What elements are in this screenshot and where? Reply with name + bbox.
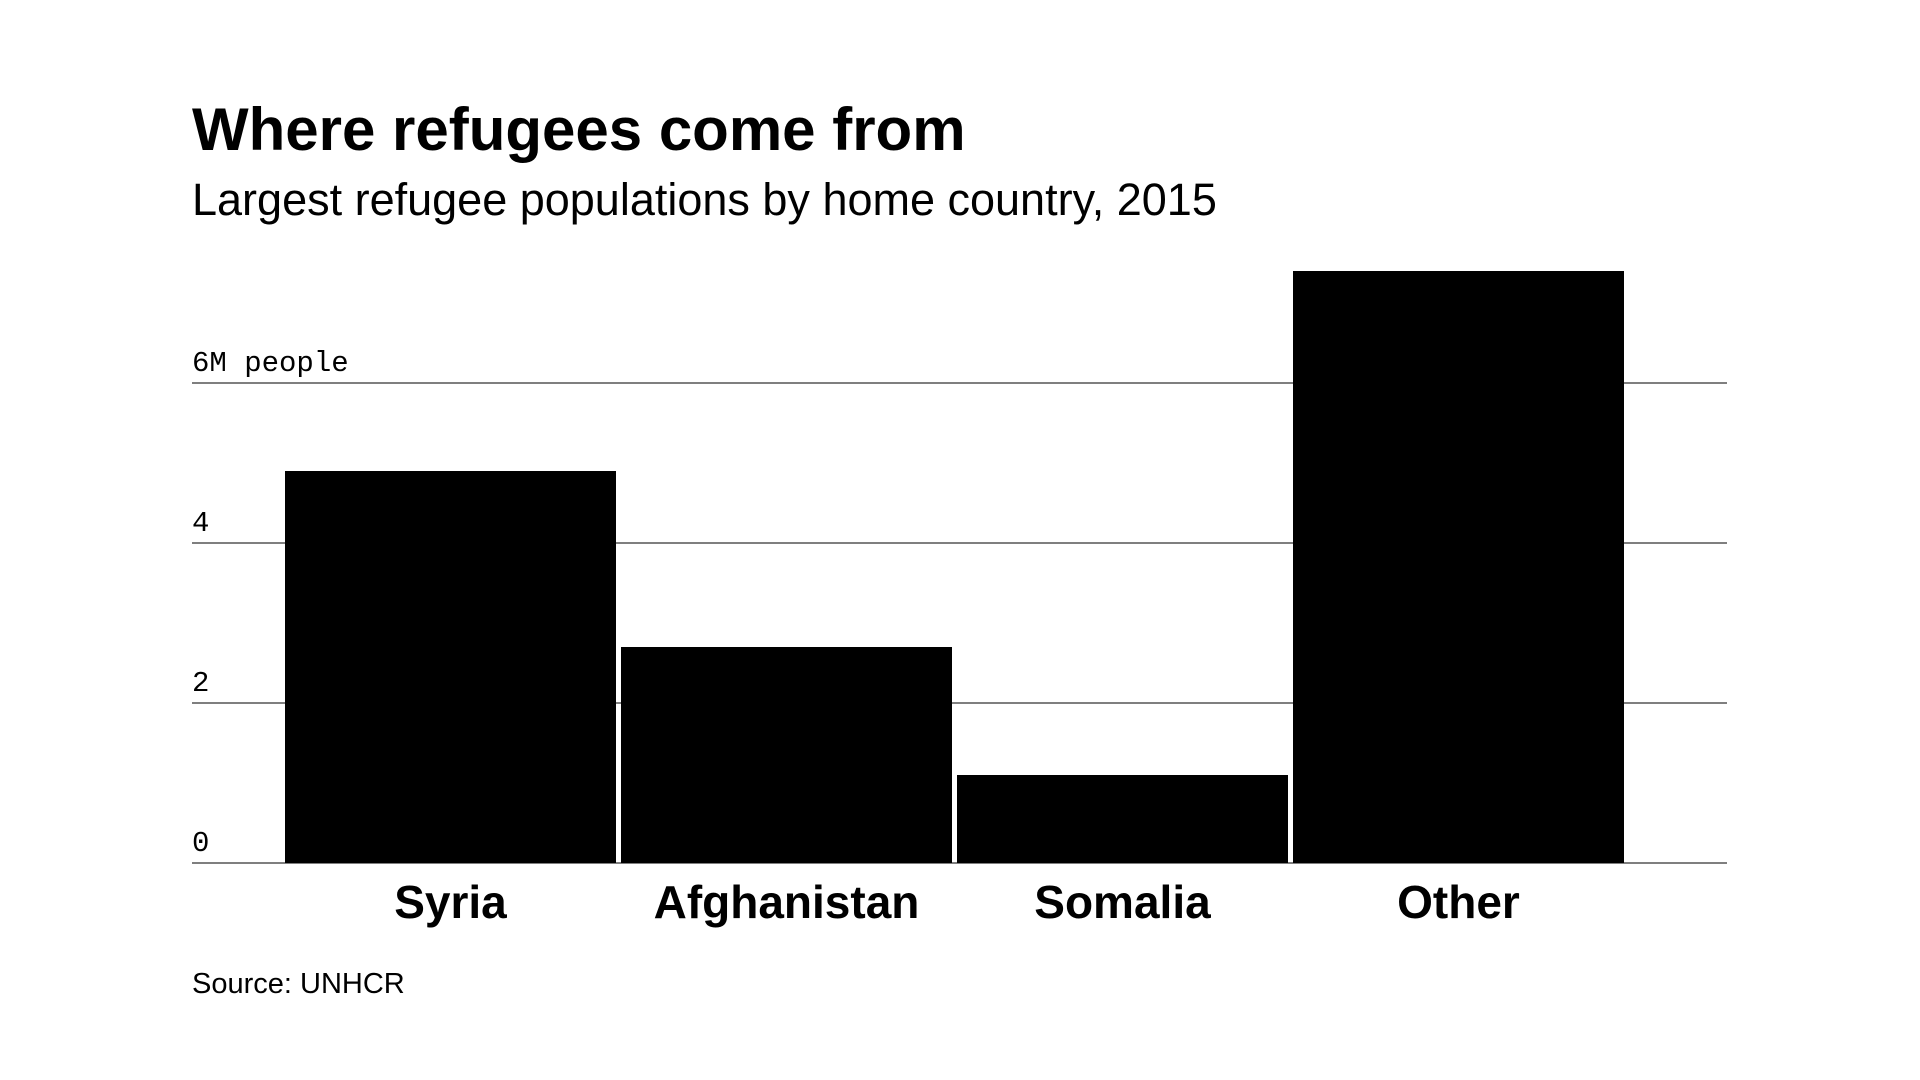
x-tick-label: Syria (394, 876, 507, 928)
x-tick-label: Other (1397, 876, 1520, 928)
y-tick-label: 0 (192, 827, 209, 860)
y-tick-label: 2 (192, 667, 209, 700)
bar (957, 775, 1288, 863)
bar (621, 647, 952, 863)
bar (1293, 271, 1624, 863)
bar (285, 471, 616, 863)
source: Source: UNHCR (192, 968, 405, 1000)
x-tick-label: Afghanistan (654, 876, 920, 928)
chart-title: Where refugees come from (192, 96, 966, 163)
y-tick-label: 6M people (192, 347, 349, 380)
x-tick-label: Somalia (1034, 876, 1211, 928)
chart-subtitle: Largest refugee populations by home coun… (192, 174, 1217, 225)
y-tick-label: 4 (192, 507, 209, 540)
